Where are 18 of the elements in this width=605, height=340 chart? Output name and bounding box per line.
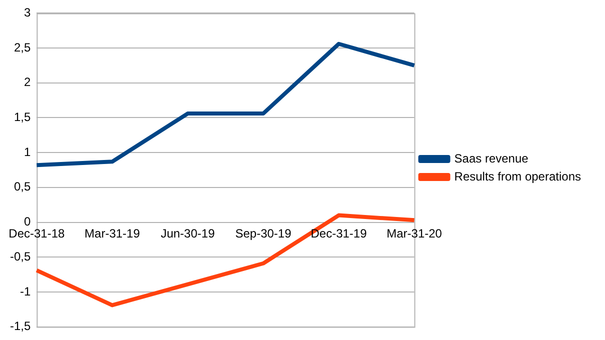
x-tick-label: Mar-31-19 xyxy=(84,226,140,241)
x-tick-label: Dec-31-19 xyxy=(310,226,368,241)
y-tick-label: -1 xyxy=(20,284,31,298)
y-tick-label: 2,5 xyxy=(14,40,31,54)
y-tick-label: 0 xyxy=(24,214,31,229)
x-tick-label: Jun-30-19 xyxy=(160,226,216,241)
x-tick-label: Mar-31-20 xyxy=(386,226,442,241)
x-tick-label: Dec-31-18 xyxy=(8,226,66,241)
legend-label: Results from operations xyxy=(454,169,582,184)
x-tick-label: Sep-30-19 xyxy=(235,226,292,241)
legend-label: Saas revenue xyxy=(454,151,529,166)
y-tick-label: 1,5 xyxy=(14,110,31,124)
y-tick-label: 1 xyxy=(24,144,31,159)
y-tick-label: 3 xyxy=(24,6,31,20)
y-tick-label: 0,5 xyxy=(14,180,31,194)
y-tick-label: -1,5 xyxy=(10,319,31,334)
y-tick-label: -0,5 xyxy=(10,249,31,264)
y-tick-label: 2 xyxy=(24,75,31,90)
